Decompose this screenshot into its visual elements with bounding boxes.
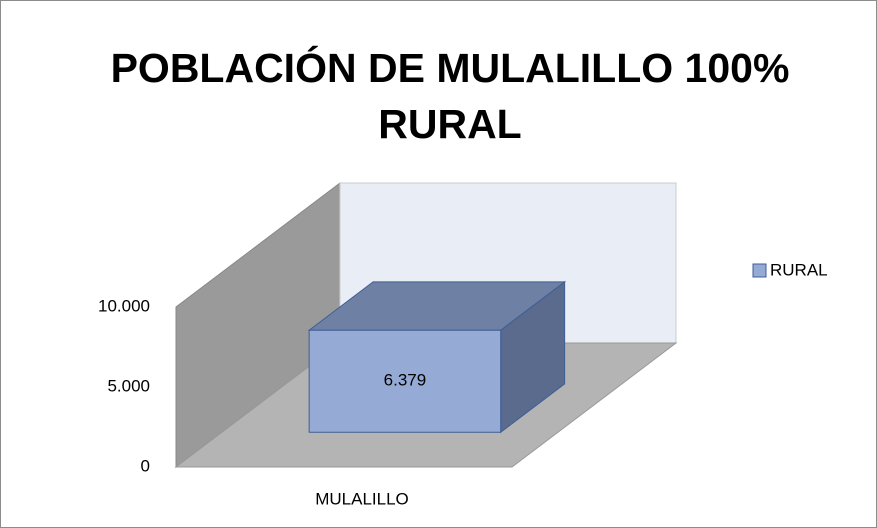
bar [307,280,567,434]
y-tick-label: 10.000 [98,296,150,315]
chart-title: POBLACIÓN DE MULALILLO 100% RURAL [110,45,790,147]
x-tick-label: MULALILLO [315,489,409,508]
y-tick-label: 0 [141,456,150,475]
data-label: 6.379 [384,371,427,390]
bar-front [308,329,502,433]
legend-label: RURAL [770,260,828,279]
y-tick-label: 5.000 [107,376,150,395]
legend-swatch [752,263,767,278]
